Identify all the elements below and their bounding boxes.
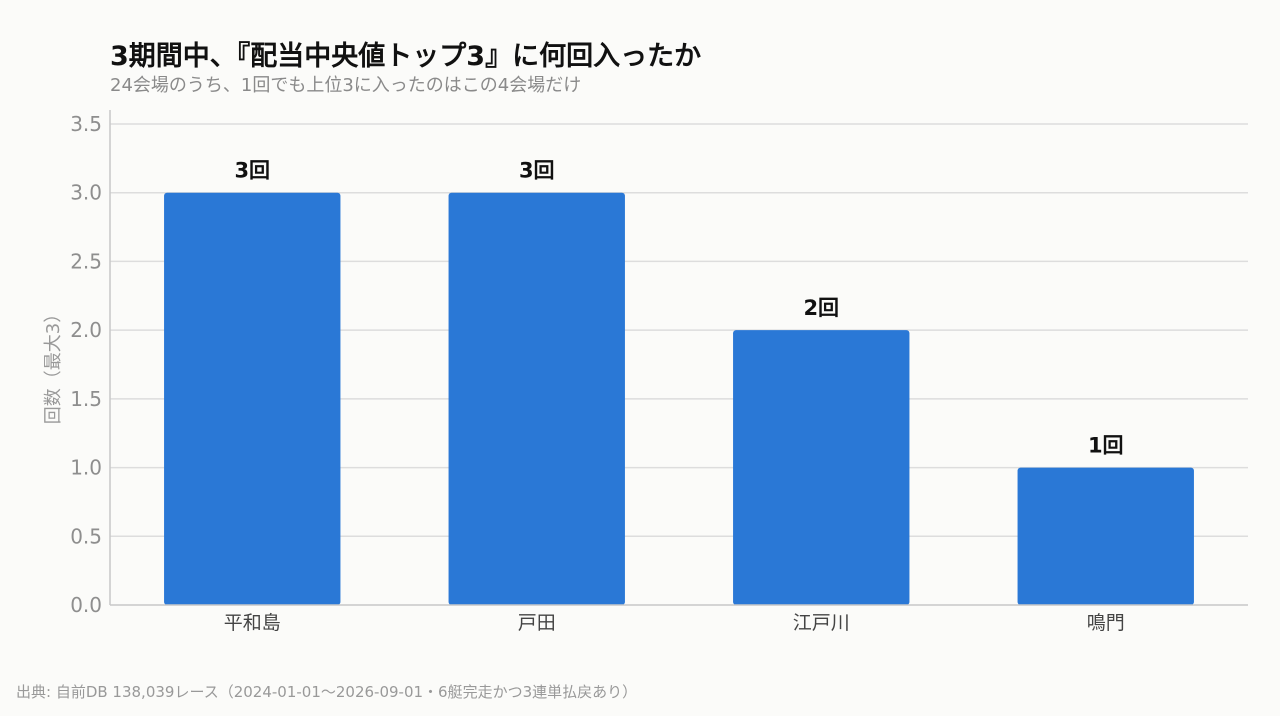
bar-1 — [164, 192, 341, 605]
bar-4 — [1017, 467, 1194, 605]
y-tick-label: 0.5 — [70, 524, 102, 548]
chart-title: 3期間中、『配当中央値トップ3』に何回入ったか — [110, 41, 702, 72]
bar-2 — [448, 192, 625, 605]
data-label: 3回 — [519, 159, 555, 183]
data-label: 1回 — [1088, 434, 1124, 458]
data-label: 3回 — [234, 159, 270, 183]
x-tick-label: 平和島 — [224, 612, 281, 634]
x-tick-label: 戸田 — [518, 612, 556, 634]
bar-3 — [733, 330, 910, 605]
axes — [109, 110, 1248, 606]
y-tick-label: 3.5 — [70, 112, 102, 136]
x-tick-label: 鳴門 — [1087, 612, 1125, 634]
data-label: 2回 — [803, 296, 839, 320]
x-tick-label: 江戸川 — [793, 612, 850, 634]
y-tick-label: 1.0 — [70, 456, 102, 480]
y-tick-label: 1.5 — [70, 387, 102, 411]
y-axis-label: 回数（最大3） — [43, 305, 64, 424]
y-tick-label: 0.0 — [70, 593, 102, 617]
y-tick-label: 2.5 — [70, 249, 102, 273]
chart-subtitle: 24会場のうち、1回でも上位3に入ったのはこの4会場だけ — [110, 75, 582, 96]
source-note: 出典: 自前DB 138,039レース（2024-01-01〜2026-09-0… — [16, 683, 638, 701]
y-tick-label: 3.0 — [70, 181, 102, 205]
bars — [164, 192, 1194, 605]
y-tick-label: 2.0 — [70, 318, 102, 342]
